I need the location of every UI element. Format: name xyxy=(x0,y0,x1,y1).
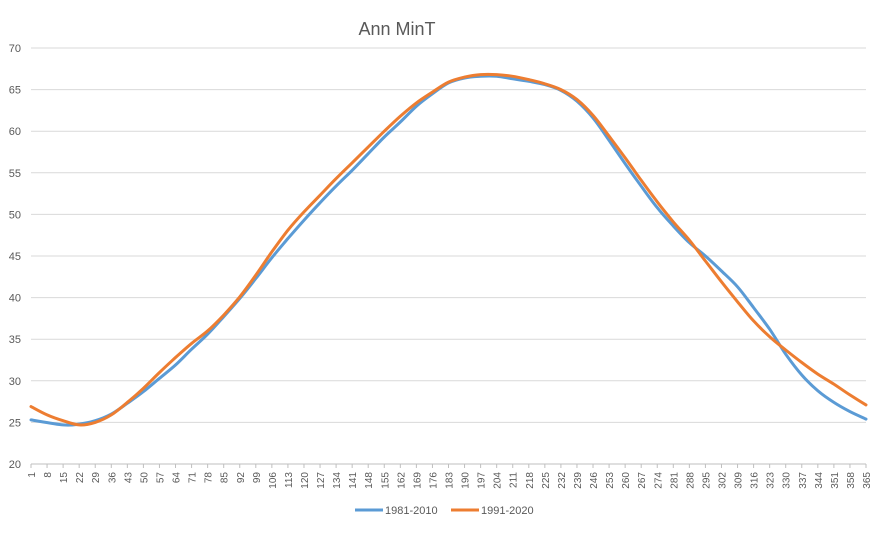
x-tick-label: 295 xyxy=(701,472,712,489)
gridlines xyxy=(31,47,866,465)
series-line-1 xyxy=(29,74,868,427)
legend-label-1: 1981-2010 xyxy=(385,505,438,517)
x-tick-label: 302 xyxy=(717,472,728,489)
y-tick-label: 65 xyxy=(9,85,21,97)
x-tick-label: 22 xyxy=(75,472,86,484)
x-tick-label: 267 xyxy=(637,472,648,489)
y-tick-label: 50 xyxy=(9,209,21,221)
x-tick-label: 71 xyxy=(188,472,199,484)
x-tick-label: 64 xyxy=(172,472,183,484)
x-tick-label: 225 xyxy=(541,472,552,489)
y-tick-label: 55 xyxy=(9,168,21,180)
y-tick-label: 30 xyxy=(9,376,21,388)
chart-title: Ann MinT xyxy=(358,19,435,39)
x-tick-label: 120 xyxy=(300,472,311,489)
x-tick-label: 239 xyxy=(573,472,584,489)
x-tick-label: 113 xyxy=(284,472,295,488)
x-tick-label: 99 xyxy=(252,472,263,484)
x-tick-label: 106 xyxy=(268,472,279,489)
x-tick-label: 211 xyxy=(509,472,520,488)
x-tick-label: 43 xyxy=(123,472,134,484)
x-tick-label: 92 xyxy=(236,472,247,484)
x-tick-label: 141 xyxy=(348,472,359,489)
x-tick-label: 309 xyxy=(734,472,745,489)
x-tick-label: 204 xyxy=(493,472,504,489)
x-tick-label: 260 xyxy=(621,472,632,489)
x-tick-label: 127 xyxy=(316,472,327,489)
x-tick-label: 183 xyxy=(445,472,456,489)
x-tick-label: 365 xyxy=(862,472,873,489)
y-tick-label: 45 xyxy=(9,251,21,263)
legend: 1981-2010 1991-2020 xyxy=(355,505,534,517)
x-tick-label: 337 xyxy=(798,472,809,489)
x-tick-label: 351 xyxy=(830,472,841,489)
x-tick-label: 78 xyxy=(204,472,215,484)
y-tick-label: 60 xyxy=(9,126,21,138)
x-tick-label: 246 xyxy=(589,472,600,489)
x-tick-label: 344 xyxy=(814,472,825,489)
legend-label-2: 1991-2020 xyxy=(481,505,534,517)
x-tick-label: 1 xyxy=(27,472,38,478)
x-tick-label: 197 xyxy=(477,472,488,489)
x-tick-label: 169 xyxy=(412,472,423,489)
x-tick-label: 57 xyxy=(155,472,166,484)
x-tick-label: 330 xyxy=(782,472,793,489)
x-tick-label: 281 xyxy=(669,472,680,489)
x-tick-label: 15 xyxy=(59,472,70,484)
x-axis: 1 8 15 22 29 36 43 50 57 64 71 78 85 92 99 106 113 120 127… xyxy=(27,464,873,489)
y-axis: 20 25 30 35 40 45 50 55 60 65 70 xyxy=(9,43,21,471)
series-lines xyxy=(29,72,868,427)
x-tick-label: 316 xyxy=(750,472,761,489)
x-tick-label: 50 xyxy=(139,472,150,484)
x-tick-label: 29 xyxy=(91,472,102,484)
y-tick-label: 25 xyxy=(9,417,21,429)
y-tick-label: 35 xyxy=(9,334,21,346)
x-tick-label: 323 xyxy=(766,472,777,489)
x-tick-label: 36 xyxy=(107,472,118,484)
x-tick-label: 190 xyxy=(461,472,472,489)
x-tick-label: 148 xyxy=(364,472,375,489)
x-tick-label: 162 xyxy=(396,472,407,489)
x-tick-label: 134 xyxy=(332,472,343,489)
y-tick-label: 70 xyxy=(9,43,21,55)
y-tick-label: 40 xyxy=(9,293,21,305)
x-tick-label: 155 xyxy=(380,472,391,489)
x-tick-label: 288 xyxy=(685,472,696,489)
series-line-2 xyxy=(29,72,868,427)
x-tick-label: 358 xyxy=(846,472,857,489)
x-tick-label: 85 xyxy=(220,472,231,484)
x-tick-label: 232 xyxy=(557,472,568,489)
x-tick-label: 218 xyxy=(525,472,536,489)
x-tick-label: 274 xyxy=(653,472,664,489)
y-tick-label: 20 xyxy=(9,459,21,471)
x-tick-label: 8 xyxy=(43,472,54,478)
x-tick-label: 176 xyxy=(428,472,439,489)
x-tick-label: 253 xyxy=(605,472,616,489)
